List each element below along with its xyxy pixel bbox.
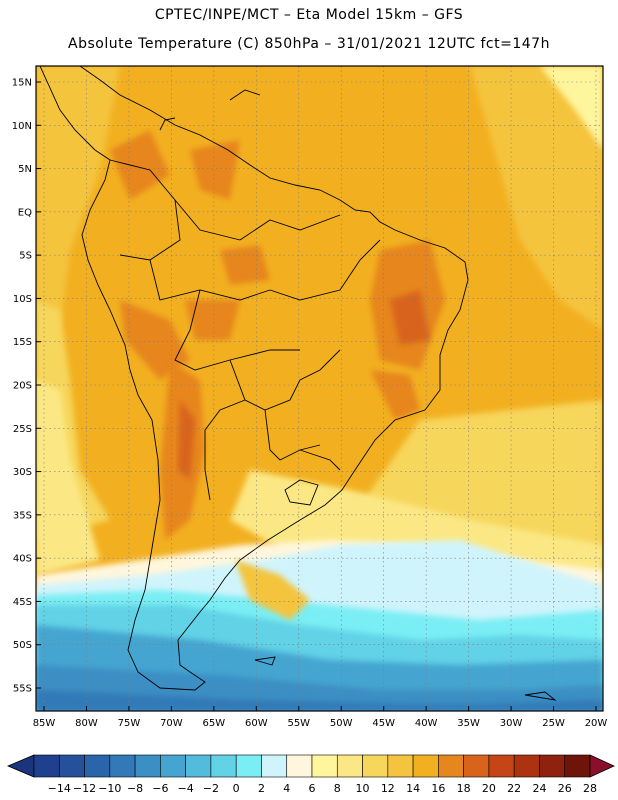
- colorbar-segment: [210, 754, 237, 778]
- lat-label: 25S: [13, 424, 32, 435]
- colorbar-labels: −14 −12 −10 −8 −6 −4 −2 0 2 4 6 8 10 12 14 16 18 20 22 24 26…: [48, 782, 597, 795]
- lat-label: 5S: [19, 251, 32, 262]
- lon-label: 20W: [585, 718, 608, 729]
- lon-label: 30W: [500, 718, 523, 729]
- lat-lon-grid: [36, 66, 603, 711]
- chart-title-line-1: CPTEC/INPE/MCT – Eta Model 15km – GFS: [154, 7, 464, 23]
- lon-label: 50W: [330, 718, 353, 729]
- colorbar-segment: [336, 754, 363, 778]
- lon-label: 25W: [542, 718, 565, 729]
- colorbar-segment: [463, 754, 490, 778]
- colorbar-label: 28: [583, 782, 597, 795]
- lon-label: 35W: [457, 718, 480, 729]
- lat-label: 30S: [13, 467, 32, 478]
- lon-label: 85W: [33, 718, 56, 729]
- colorbar-label: 22: [507, 782, 521, 795]
- lon-label: 45W: [372, 718, 395, 729]
- lat-label: 10S: [13, 294, 32, 305]
- lat-label: 55S: [13, 684, 32, 695]
- colorbar-label: 26: [558, 782, 572, 795]
- plot-frame: [35, 65, 604, 712]
- colorbar-left-arrow: [6, 754, 35, 778]
- lon-label: 75W: [118, 718, 141, 729]
- colorbar-segment: [362, 754, 389, 778]
- colorbar-label: −14: [48, 782, 71, 795]
- colorbar-segment: [513, 754, 540, 778]
- colorbar-segment: [438, 754, 464, 778]
- lat-label: 50S: [13, 640, 32, 651]
- colorbar-segment: [261, 754, 288, 778]
- longitude-labels: 85W 80W 75W 70W 65W 60W 55W 50W 45W 40W 35W 30W 25W 2…: [33, 706, 608, 729]
- colorbar-label: 12: [381, 782, 395, 795]
- coastline: [39, 66, 557, 701]
- colorbar-segment: [286, 754, 313, 778]
- lat-label: 35S: [13, 510, 32, 521]
- lon-label: 70W: [160, 718, 183, 729]
- colorbar-label: 8: [334, 782, 341, 795]
- colorbar-label: −8: [127, 782, 143, 795]
- colorbar-segment: [134, 754, 161, 778]
- lon-label: 80W: [75, 718, 98, 729]
- lat-label: 10N: [12, 121, 32, 132]
- colorbar-label: 14: [406, 782, 420, 795]
- colorbar-right-arrow: [589, 754, 615, 778]
- colorbar-segment: [387, 754, 414, 778]
- lat-label: 45S: [13, 597, 32, 608]
- lat-label: 40S: [13, 554, 32, 565]
- colorbar-segment: [488, 754, 515, 778]
- colorbar-label: 6: [309, 782, 316, 795]
- colorbar-label: 4: [283, 782, 290, 795]
- colorbar-segment: [185, 754, 212, 778]
- colorbar-label: −12: [73, 782, 96, 795]
- colorbar-segment: [564, 754, 591, 778]
- colorbar-label: 2: [258, 782, 265, 795]
- lon-label: 40W: [415, 718, 438, 729]
- colorbar-segment: [235, 754, 262, 778]
- colorbar-label: −4: [178, 782, 194, 795]
- chart-title-line-2: Absolute Temperature (C) 850hPa – 31/01/…: [68, 36, 550, 52]
- colorbar-label: −6: [152, 782, 168, 795]
- lat-label: 15S: [13, 337, 32, 348]
- colorbar: [6, 754, 615, 778]
- colorbar-label: 10: [356, 782, 370, 795]
- lat-label: 15N: [12, 78, 32, 89]
- colorbar-label: 20: [482, 782, 496, 795]
- colorbar-segment: [412, 754, 439, 778]
- lon-label: 55W: [287, 718, 310, 729]
- colorbar-label: 18: [457, 782, 471, 795]
- latitude-labels: 15N 10N 5N EQ 5S 10S 15S 20S 25S 30S 35S 40S 45S 50S 5…: [12, 78, 41, 695]
- colorbar-label: −2: [203, 782, 219, 795]
- colorbar-segment: [33, 754, 60, 778]
- lon-label: 60W: [245, 718, 268, 729]
- lat-label: 5N: [18, 164, 32, 175]
- colorbar-segment: [58, 754, 85, 778]
- lon-label: 65W: [203, 718, 226, 729]
- colorbar-label: −10: [98, 782, 121, 795]
- temperature-field: [36, 66, 603, 711]
- colorbar-label: 0: [233, 782, 240, 795]
- colorbar-label: 16: [431, 782, 445, 795]
- colorbar-segment: [311, 754, 338, 778]
- lat-label: EQ: [18, 207, 32, 218]
- lat-label: 20S: [13, 381, 32, 392]
- colorbar-segment: [84, 754, 111, 778]
- colorbar-segment: [539, 754, 566, 778]
- colorbar-segment: [160, 754, 186, 778]
- colorbar-segment: [109, 754, 136, 778]
- colorbar-label: 24: [532, 782, 546, 795]
